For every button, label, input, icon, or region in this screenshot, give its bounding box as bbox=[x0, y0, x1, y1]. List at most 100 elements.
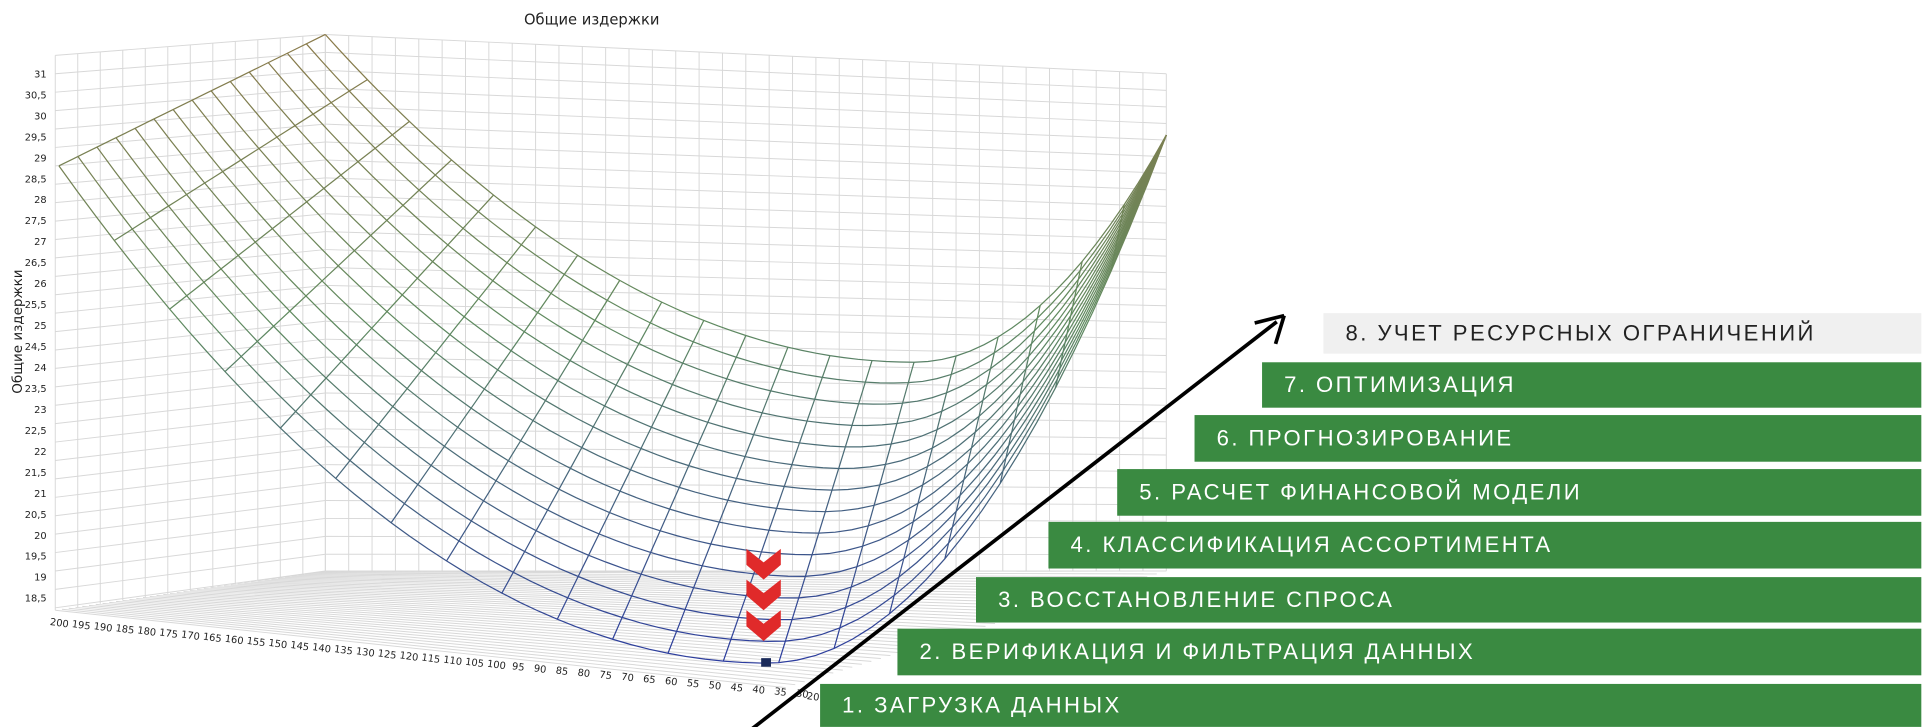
mesh-line bbox=[324, 34, 1167, 363]
mesh-line bbox=[96, 134, 1167, 621]
x-tick-label: 175 bbox=[158, 627, 178, 641]
floor-line bbox=[257, 580, 1072, 601]
floor-line bbox=[75, 606, 815, 680]
y-tick-label: 25,5 bbox=[25, 300, 47, 311]
x-ticks: 200 195 190 185 180 175 170 165 160 155 150 145 140 1… bbox=[49, 617, 820, 704]
floor-line bbox=[88, 604, 834, 674]
y-tick-label: 23,5 bbox=[25, 384, 47, 395]
step-label: 1. ЗАГРУЗКА ДАННЫХ bbox=[842, 692, 1121, 717]
step-label: 3. ВОССТАНОВЛЕНИЕ СПРОСА bbox=[998, 587, 1394, 612]
x-tick-label: 70 bbox=[620, 672, 634, 685]
y-tick-label: 30 bbox=[34, 111, 47, 122]
x-tick-label: 145 bbox=[290, 640, 310, 654]
x-tick-label: 65 bbox=[642, 674, 656, 687]
minimum-marker bbox=[761, 658, 771, 667]
x-tick-label: 100 bbox=[486, 659, 506, 673]
x-tick-label: 90 bbox=[533, 663, 547, 676]
floor-line bbox=[163, 594, 938, 642]
floor-line bbox=[197, 589, 986, 627]
x-tick-label: 110 bbox=[443, 655, 463, 669]
floor-line bbox=[237, 583, 1043, 610]
x-tick-label: 160 bbox=[224, 634, 244, 648]
floor-line bbox=[149, 596, 919, 648]
floor-line bbox=[136, 597, 900, 654]
y-tick-label: 23 bbox=[34, 405, 47, 416]
floor-line bbox=[122, 599, 881, 659]
step-label: 7. ОПТИМИЗАЦИЯ bbox=[1284, 372, 1516, 397]
x-tick-label: 195 bbox=[71, 619, 91, 633]
y-tick-label: 18,5 bbox=[25, 594, 47, 605]
floor-line bbox=[95, 603, 843, 671]
y-tick-label: 28 bbox=[34, 195, 47, 206]
floor-line bbox=[55, 609, 786, 689]
floor-line bbox=[109, 601, 862, 665]
mesh-line bbox=[305, 43, 1167, 384]
y-tick-label: 31 bbox=[34, 69, 47, 80]
y-tick-label: 19,5 bbox=[25, 552, 47, 563]
x-tick-label: 20 bbox=[806, 691, 820, 704]
floor-line bbox=[61, 608, 796, 686]
x-tick-label: 115 bbox=[421, 652, 441, 666]
y-tick-label: 26,5 bbox=[25, 258, 47, 269]
surface-mesh bbox=[58, 33, 1167, 664]
y-tick-label: 20,5 bbox=[25, 510, 47, 521]
floor-line bbox=[183, 591, 967, 633]
x-tick-label: 180 bbox=[137, 625, 157, 639]
y-tick-label: 25 bbox=[34, 321, 47, 332]
mesh-line bbox=[172, 109, 1167, 534]
y-tick-label: 29 bbox=[34, 153, 47, 164]
x-tick-label: 125 bbox=[377, 648, 397, 662]
floor-line bbox=[278, 577, 1100, 592]
step-label: 4. КЛАССИФИКАЦИЯ АССОРТИМЕНТА bbox=[1071, 532, 1553, 557]
floor-line bbox=[176, 592, 958, 636]
step-bar bbox=[1323, 313, 1922, 354]
floor-line bbox=[271, 578, 1091, 595]
y-tick-label: 21,5 bbox=[25, 468, 47, 479]
x-tick-label: 40 bbox=[752, 684, 766, 697]
step-bar bbox=[1194, 415, 1922, 462]
mesh-line bbox=[58, 134, 1167, 664]
mesh-line bbox=[191, 99, 1167, 513]
y-tick-label: 19 bbox=[34, 573, 47, 584]
mesh-line bbox=[248, 71, 1167, 448]
x-tick-label: 35 bbox=[773, 686, 787, 699]
x-tick-label: 135 bbox=[333, 644, 353, 658]
y-tick-label: 26 bbox=[34, 279, 47, 290]
floor-line bbox=[264, 579, 1081, 598]
y-axis-label: Общие издержки bbox=[10, 269, 26, 393]
floor-line bbox=[217, 586, 1015, 619]
x-tick-label: 130 bbox=[355, 646, 375, 660]
step-label: 8. УЧЕТ РЕСУРСНЫХ ОГРАНИЧЕНИЙ bbox=[1346, 320, 1816, 345]
floor-line bbox=[210, 587, 1005, 622]
floor-line bbox=[156, 595, 929, 645]
floor-line bbox=[82, 605, 824, 677]
x-tick-label: 120 bbox=[399, 650, 419, 664]
x-tick-label: 165 bbox=[202, 632, 222, 646]
x-tick-label: 170 bbox=[180, 630, 200, 644]
x-tick-label: 60 bbox=[664, 676, 678, 689]
y-tick-label: 29,5 bbox=[25, 132, 47, 143]
y-tick-label: 24,5 bbox=[25, 342, 47, 353]
floor-line bbox=[318, 571, 1157, 575]
step-bar bbox=[820, 683, 1922, 727]
step-bar bbox=[976, 577, 1922, 623]
floor-line bbox=[251, 581, 1062, 604]
step-bar bbox=[1262, 362, 1922, 408]
floor-line bbox=[129, 598, 891, 657]
y-tick-label: 22,5 bbox=[25, 426, 47, 437]
arrow-head bbox=[1254, 313, 1286, 345]
floor-line bbox=[203, 588, 996, 624]
y-tick-label: 22 bbox=[34, 447, 47, 458]
step-label: 2. ВЕРИФИКАЦИЯ И ФИЛЬТРАЦИЯ ДАННЫХ bbox=[920, 639, 1476, 664]
x-tick-label: 75 bbox=[599, 670, 613, 683]
x-tick-label: 85 bbox=[555, 665, 569, 678]
x-tick-label: 80 bbox=[577, 668, 591, 681]
x-tick-label: 150 bbox=[268, 638, 288, 652]
y-tick-label: 20 bbox=[34, 531, 47, 542]
x-tick-label: 50 bbox=[708, 680, 722, 693]
step-bar bbox=[897, 628, 1922, 676]
step-bar bbox=[1048, 521, 1922, 569]
mesh-line bbox=[115, 134, 1167, 599]
mesh-line bbox=[286, 52, 1167, 405]
